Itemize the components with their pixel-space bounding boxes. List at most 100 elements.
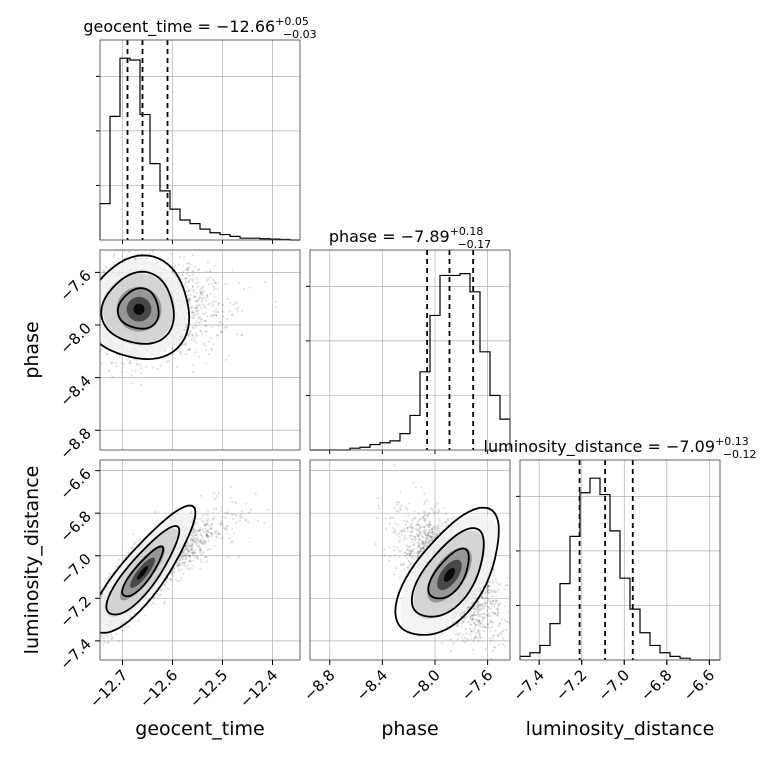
scatter-point [205, 348, 208, 352]
scatter-point [89, 260, 91, 262]
scatter-point [166, 257, 169, 260]
scatter-point [97, 319, 99, 321]
scatter-point [193, 314, 196, 317]
scatter-point [213, 295, 216, 298]
scatter-point [207, 535, 210, 538]
scatter-point [187, 549, 190, 552]
scatter-point [179, 351, 182, 354]
scatter-point [205, 534, 209, 537]
title-subscript: −0.17 [457, 238, 491, 251]
scatter-point [74, 307, 76, 309]
scatter-point [220, 516, 223, 519]
scatter-point [104, 265, 107, 268]
scatter-point [96, 591, 98, 593]
scatter-point [171, 574, 174, 577]
scatter-point [215, 314, 218, 317]
scatter-point [183, 285, 186, 288]
scatter-point [198, 541, 201, 544]
scatter-point [130, 546, 133, 549]
scatter-point [164, 586, 167, 589]
scatter-point [92, 307, 94, 309]
scatter-point [178, 569, 181, 573]
scatter-point [184, 328, 187, 331]
scatter-point [231, 500, 234, 503]
scatter-point [181, 561, 184, 565]
scatter-point [183, 256, 186, 259]
scatter-point [191, 270, 194, 273]
scatter-point [206, 530, 209, 533]
scatter-point [204, 523, 207, 526]
scatter-point [205, 362, 208, 365]
scatter-point [180, 555, 183, 559]
scatter-point [199, 329, 202, 332]
scatter-point [185, 547, 188, 550]
scatter-point [102, 269, 105, 272]
scatter-point [202, 290, 206, 293]
scatter-point [196, 277, 199, 280]
scatter-point [133, 257, 136, 260]
scatter-point [95, 643, 97, 645]
scatter-point [199, 546, 202, 550]
scatter-point [199, 288, 202, 291]
scatter-point [217, 301, 220, 304]
scatter-point [95, 623, 97, 625]
scatter-point [219, 523, 222, 527]
scatter-point [97, 314, 99, 316]
scatter-point [110, 634, 113, 637]
scatter-point [248, 511, 251, 514]
scatter-point [210, 315, 213, 318]
scatter-point [191, 544, 194, 547]
scatter-point [82, 348, 84, 350]
scatter-point [133, 541, 137, 544]
scatter-point [230, 527, 233, 530]
scatter-point [204, 540, 207, 543]
scatter-point [178, 559, 181, 562]
scatter-point [102, 636, 105, 640]
hist-panel-luminosity_distance: luminosity_distance = −7.09+0.13 −0.12 [484, 435, 756, 664]
scatter-point [132, 543, 136, 546]
scatter-point [62, 672, 64, 674]
scatter-point [199, 292, 203, 295]
scatter-point [200, 560, 203, 564]
scatter-point [231, 514, 234, 517]
scatter-point [184, 329, 187, 332]
scatter-point [213, 310, 216, 313]
scatter-point [224, 527, 227, 530]
scatter-point [182, 572, 185, 575]
scatter-point [84, 625, 86, 627]
scatter-point [205, 533, 208, 536]
scatter-point [90, 302, 92, 304]
scatter-point [206, 294, 209, 297]
scatter-point [188, 554, 191, 557]
scatter-point [186, 547, 189, 550]
scatter-point [206, 534, 209, 538]
scatter-point [178, 339, 181, 342]
scatter-point [202, 521, 205, 524]
scatter-point [129, 362, 132, 365]
scatter-point [199, 528, 202, 532]
scatter-point [201, 552, 204, 555]
scatter-point [119, 361, 122, 364]
scatter-point [92, 588, 94, 590]
scatter-point [226, 297, 229, 301]
scatter-point [106, 641, 109, 645]
scatter-point [83, 304, 85, 306]
scatter-point [191, 286, 194, 289]
scatter-point [113, 253, 116, 256]
scatter-point [80, 626, 82, 628]
scatter-point [190, 339, 193, 342]
scatter-point [134, 369, 137, 372]
scatter-point [231, 540, 234, 543]
scatter-point [226, 525, 229, 528]
scatter-point [188, 298, 191, 301]
scatter-point [98, 605, 100, 607]
scatter-point [185, 326, 188, 329]
contour-line [100, 254, 191, 361]
scatter-point [179, 336, 182, 339]
scatter-point [238, 282, 241, 285]
scatter-point [194, 533, 197, 537]
hist-panel-phase: phase = −7.89+0.18 −0.17 [306, 225, 511, 454]
scatter-point [86, 295, 88, 297]
scatter-point [88, 308, 90, 310]
scatter-point [189, 509, 193, 512]
